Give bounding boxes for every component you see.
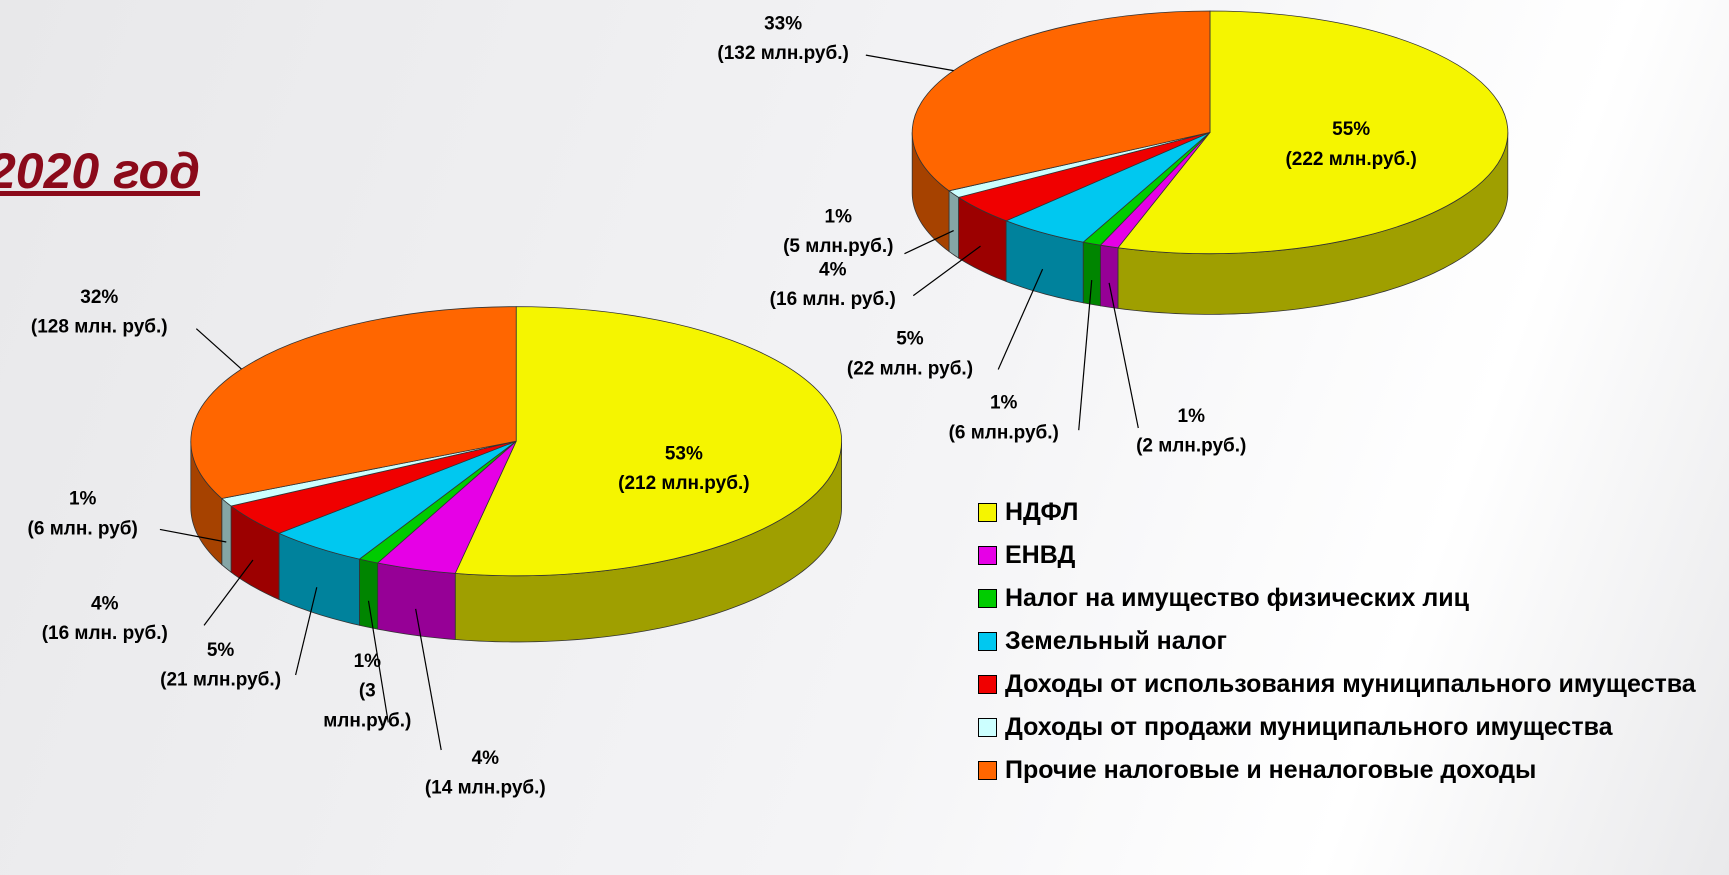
data-label: (212 млн.руб.) xyxy=(618,473,749,494)
legend-item: Налог на имущество физических лиц xyxy=(978,582,1718,614)
leader-line xyxy=(912,245,981,297)
data-label: (3 xyxy=(359,681,376,702)
slice xyxy=(454,306,842,577)
legend-swatch xyxy=(978,632,997,651)
slice-side xyxy=(221,497,232,574)
data-label: 32% xyxy=(80,287,118,308)
legend-swatch xyxy=(978,503,997,522)
leader-line xyxy=(904,229,954,255)
leader-line xyxy=(997,268,1044,370)
data-label: 4% xyxy=(819,259,847,280)
slice-side xyxy=(948,190,959,259)
legend-item: Земельный налог xyxy=(978,625,1718,657)
data-label: (5 млн.руб.) xyxy=(783,236,893,257)
legend-item: Доходы от продажи муниципального имущест… xyxy=(978,711,1718,743)
legend-swatch xyxy=(978,761,997,780)
data-label: (128 млн. руб.) xyxy=(31,317,168,338)
leader-line xyxy=(865,54,954,72)
legend-swatch xyxy=(978,546,997,565)
data-label: 1% xyxy=(825,206,853,227)
data-label: (14 млн.руб.) xyxy=(425,778,546,799)
data-label: 4% xyxy=(472,748,500,769)
leader-line xyxy=(159,528,227,543)
data-label: 1% xyxy=(1178,406,1206,427)
slice-side xyxy=(1099,244,1119,309)
data-label: 55% xyxy=(1332,119,1370,140)
slice-side xyxy=(377,562,456,640)
leader-line xyxy=(295,587,318,676)
legend-label: ЕНВД xyxy=(1005,541,1076,569)
chart-title: 2020 год xyxy=(0,143,201,199)
slice xyxy=(190,306,517,499)
legend-item: Доходы от использования муниципального и… xyxy=(978,668,1718,700)
slice xyxy=(911,10,1211,192)
legend-swatch xyxy=(978,675,997,694)
slice-side xyxy=(359,558,379,630)
slice xyxy=(1117,10,1509,255)
data-label: (6 млн.руб.) xyxy=(949,422,1059,443)
data-label: 1% xyxy=(990,393,1018,414)
leader-line xyxy=(203,559,254,626)
data-label: (16 млн. руб.) xyxy=(770,289,896,310)
data-label: 33% xyxy=(764,13,802,34)
leader-line xyxy=(415,608,442,751)
data-label: (132 млн.руб.) xyxy=(717,43,848,64)
data-label: (22 млн. руб.) xyxy=(847,359,973,380)
legend-label: Доходы от продажи муниципального имущест… xyxy=(1005,713,1613,741)
slice-side xyxy=(1082,241,1101,307)
data-label: 4% xyxy=(91,593,119,614)
data-label: (21 млн.руб.) xyxy=(160,670,281,691)
legend-item: Прочие налоговые и неналоговые доходы xyxy=(978,754,1718,786)
data-label: 1% xyxy=(354,651,382,672)
legend-item: ЕНВД xyxy=(978,539,1718,571)
legend-label: Земельный налог xyxy=(1005,627,1227,655)
legend-item: НДФЛ xyxy=(978,496,1718,528)
data-label: (6 млн. руб) xyxy=(28,518,138,539)
data-label: (222 млн.руб.) xyxy=(1285,149,1416,170)
data-label: (16 млн. руб.) xyxy=(42,623,168,644)
legend-swatch xyxy=(978,718,997,737)
data-label: (2 млн.руб.) xyxy=(1136,436,1246,457)
leader-line xyxy=(1108,282,1139,429)
legend-label: Прочие налоговые и неналоговые доходы xyxy=(1005,756,1537,784)
legend: НДФЛ ЕНВД Налог на имущество физических ли… xyxy=(978,496,1718,797)
data-label: 1% xyxy=(69,489,97,510)
legend-label: Доходы от использования муниципального и… xyxy=(1005,670,1696,698)
leader-line xyxy=(367,600,389,723)
data-label: 5% xyxy=(207,640,235,661)
data-label: млн.руб.) xyxy=(323,710,411,731)
data-label: 5% xyxy=(896,329,924,350)
leader-line xyxy=(195,328,242,370)
legend-swatch xyxy=(978,589,997,608)
leader-line xyxy=(1078,280,1093,431)
legend-label: Налог на имущество физических лиц xyxy=(1005,584,1469,612)
data-label: 53% xyxy=(665,443,703,464)
legend-label: НДФЛ xyxy=(1005,498,1079,526)
